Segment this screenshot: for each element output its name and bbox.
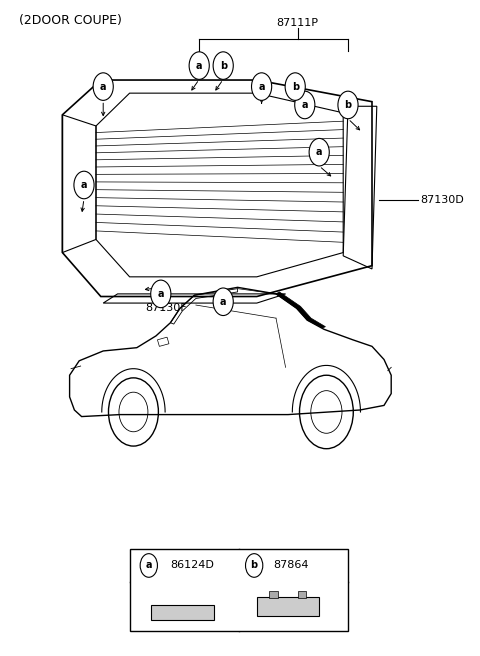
Bar [130,549,348,631]
Text: b: b [292,81,299,92]
Text: a: a [316,147,323,157]
Text: 87130D: 87130D [420,195,464,205]
Text: 87130F: 87130F [145,303,186,313]
Text: a: a [100,81,107,92]
Bar [298,592,307,598]
Text: 87864: 87864 [274,560,309,571]
Circle shape [189,52,209,79]
Circle shape [285,73,305,100]
Circle shape [213,52,233,79]
Text: a: a [196,60,203,71]
FancyBboxPatch shape [257,597,320,617]
Text: a: a [220,297,227,307]
Bar [269,592,278,598]
Text: 87111P: 87111P [276,18,319,28]
Circle shape [246,554,263,577]
Text: a: a [81,180,87,190]
Circle shape [93,73,113,100]
Text: b: b [220,60,227,71]
Text: b: b [345,100,351,110]
Circle shape [140,554,157,577]
Circle shape [309,138,329,166]
Text: a: a [258,81,265,92]
Circle shape [74,171,94,199]
Polygon shape [276,292,325,328]
Circle shape [338,91,358,119]
Text: a: a [157,289,164,299]
Text: b: b [251,560,258,571]
Circle shape [295,91,315,119]
Circle shape [151,280,171,308]
Text: (2DOOR COUPE): (2DOOR COUPE) [19,14,122,28]
Circle shape [213,288,233,316]
FancyBboxPatch shape [151,605,214,619]
Text: a: a [145,560,152,571]
Text: a: a [301,100,308,110]
Circle shape [252,73,272,100]
Text: 86124D: 86124D [170,560,214,571]
